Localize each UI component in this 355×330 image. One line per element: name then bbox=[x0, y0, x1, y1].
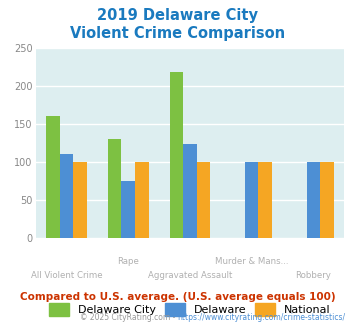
Text: Rape: Rape bbox=[117, 257, 139, 266]
Bar bbox=[108, 139, 121, 238]
Text: © 2025 CityRating.com -: © 2025 CityRating.com - bbox=[80, 313, 178, 322]
Text: Murder & Mans...: Murder & Mans... bbox=[215, 257, 289, 266]
Legend: Delaware City, Delaware, National: Delaware City, Delaware, National bbox=[49, 303, 331, 315]
Text: Aggravated Assault: Aggravated Assault bbox=[148, 271, 232, 280]
Bar bbox=[170, 72, 183, 238]
Text: https://www.cityrating.com/crime-statistics/: https://www.cityrating.com/crime-statist… bbox=[178, 313, 346, 322]
Bar bbox=[197, 162, 210, 238]
Bar bbox=[320, 162, 334, 238]
Bar bbox=[258, 162, 272, 238]
Text: All Violent Crime: All Violent Crime bbox=[31, 271, 102, 280]
Bar bbox=[46, 116, 60, 238]
Bar bbox=[307, 162, 320, 238]
Text: Compared to U.S. average. (U.S. average equals 100): Compared to U.S. average. (U.S. average … bbox=[20, 292, 335, 302]
Text: Violent Crime Comparison: Violent Crime Comparison bbox=[70, 26, 285, 41]
Text: Robbery: Robbery bbox=[295, 271, 332, 280]
Bar bbox=[245, 162, 258, 238]
Bar bbox=[60, 154, 73, 238]
Bar bbox=[121, 181, 135, 238]
Bar bbox=[183, 144, 197, 238]
Text: 2019 Delaware City: 2019 Delaware City bbox=[97, 8, 258, 23]
Bar bbox=[73, 162, 87, 238]
Bar bbox=[135, 162, 148, 238]
